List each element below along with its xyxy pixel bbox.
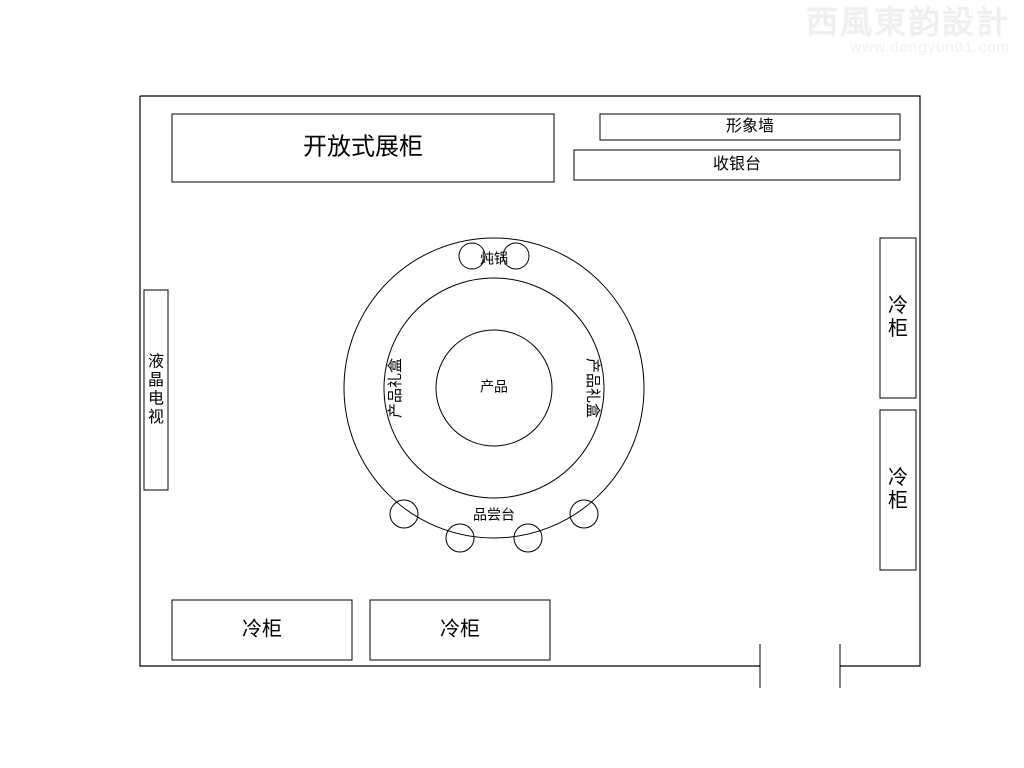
product-label: 产品 (480, 379, 508, 395)
image-wall: 形象墙 (600, 114, 900, 140)
svg-text:视: 视 (148, 408, 164, 426)
cooler-bottom-1-label: 冷柜 (242, 617, 282, 640)
open-display-cabinet-label: 开放式展柜 (303, 133, 423, 160)
stool-1 (390, 500, 418, 528)
svg-text:液: 液 (148, 353, 164, 371)
cooler-right-2-label: 冷柜 (888, 466, 908, 512)
stool-4 (570, 500, 598, 528)
cooler-bottom-1: 冷柜 (172, 600, 352, 660)
giftbox-right-label: 产品礼盒 (584, 358, 601, 418)
open-display-cabinet: 开放式展柜 (172, 114, 554, 182)
cashier-counter: 收银台 (574, 150, 900, 180)
svg-text:晶: 晶 (148, 371, 164, 389)
lcd-tv-label: 液晶电视 (148, 353, 164, 426)
stool-3 (514, 524, 542, 552)
cooler-right-1-label: 冷柜 (888, 294, 908, 340)
tasting-label: 品尝台 (473, 507, 515, 523)
svg-text:柜: 柜 (888, 489, 908, 512)
stool-2 (446, 524, 474, 552)
svg-text:柜: 柜 (888, 317, 908, 340)
image-wall-label: 形象墙 (726, 117, 774, 135)
cashier-counter-label: 收银台 (713, 155, 761, 173)
giftbox-left-label: 产品礼盒 (387, 358, 404, 418)
svg-text:冷: 冷 (888, 294, 908, 317)
stewpot-label: 炖锅 (480, 251, 508, 267)
svg-text:电: 电 (148, 389, 164, 407)
svg-text:冷: 冷 (888, 466, 908, 489)
floor-plan: 开放式展柜形象墙收银台液晶电视冷柜冷柜冷柜冷柜产品产品礼盒产品礼盒炖锅品尝台 (0, 0, 1024, 768)
cooler-bottom-2: 冷柜 (370, 600, 550, 660)
cooler-bottom-2-label: 冷柜 (440, 617, 480, 640)
